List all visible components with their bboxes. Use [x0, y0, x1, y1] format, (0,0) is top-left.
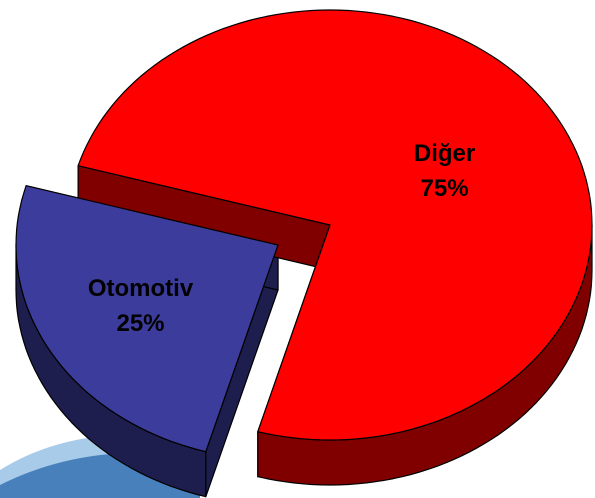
- slice: [15, 185, 279, 453]
- slice-value-label: 75%: [421, 175, 469, 202]
- slice-value-label: 25%: [116, 310, 164, 337]
- slice-label: Otomotiv: [88, 275, 194, 302]
- slice-label: Diğer: [414, 140, 475, 167]
- slice: [77, 9, 593, 441]
